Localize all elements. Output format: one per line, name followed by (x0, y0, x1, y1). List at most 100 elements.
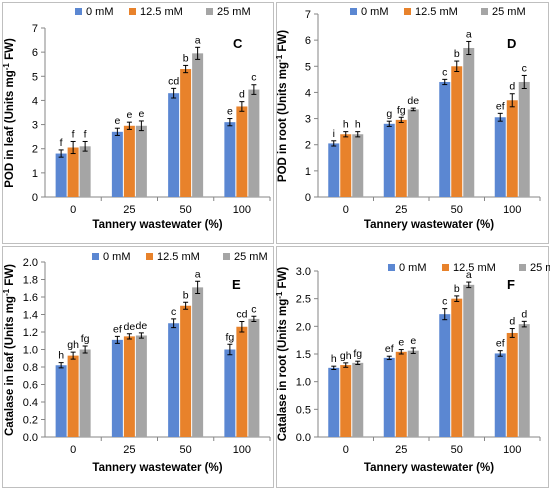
panel-e-significance-letter: cd (236, 309, 247, 321)
panel-e: 0.00.20.40.60.81.01.21.41.61.82.00hghfg2… (2, 246, 274, 488)
panel-f-significance-letter: ef (385, 343, 394, 355)
panel-f-y-tick-label: 1.5 (296, 349, 311, 361)
panel-f-legend-label: 12.5 mM (453, 262, 496, 274)
panel-d-error-bar (355, 131, 361, 138)
panel-c-bar (67, 147, 79, 197)
panel-e-y-tick-label: 1.6 (23, 292, 38, 304)
panel-f-bar (506, 332, 518, 437)
panel-e-legend-swatch (223, 253, 230, 260)
panel-f-significance-letter: e (398, 337, 404, 349)
panel-d-significance-letter: de (407, 95, 419, 107)
panel-e-legend-label: 0 mM (103, 251, 131, 263)
panel-f-error-bar (355, 360, 361, 366)
panel-e-bar (67, 355, 79, 437)
panel-e-legend: 0 mM 12.5 mM 25 mM (92, 251, 268, 263)
panel-c-legend-swatch (129, 8, 136, 15)
panel-d-x-tick-label: 50 (451, 204, 463, 216)
panel-f-error-bar (497, 350, 503, 357)
panel-f-x-tick-label: 25 (395, 444, 407, 456)
panel-c-y-tick-label: 1 (32, 168, 38, 180)
panel-e-y-tick-label: 0.4 (23, 397, 38, 409)
panel-c-bar (135, 125, 147, 197)
panel-f-y-tick-label: 0.5 (296, 404, 311, 416)
panel-f-significance-letter: e (410, 335, 416, 347)
panel-f-x-tick-label: 50 (451, 444, 463, 456)
panel-c-significance-letter: c (251, 72, 256, 84)
panel-d-significance-letter: fg (397, 104, 406, 116)
panel-f-bar (383, 357, 395, 437)
panel-c-y-tick-label: 2 (32, 144, 38, 156)
panel-f-legend-label: 0 mM (399, 262, 427, 274)
panel-d-significance-letter: g (386, 108, 392, 120)
panel-c-bar (224, 122, 236, 197)
panel-c-bar (180, 69, 192, 197)
panel-f-bar (451, 298, 463, 437)
panel-d-legend-swatch (350, 8, 357, 15)
panel-d-y-axis-title: POD in root (Units mg-1 FW) (275, 30, 289, 182)
panel-d-y-tick-label: 3 (305, 114, 311, 126)
panel-e-y-tick-label: 1.0 (23, 345, 38, 357)
panel-f-x-tick-label: 0 (343, 444, 349, 456)
panel-d-bar (340, 134, 352, 197)
panel-c-panel-label: C (233, 36, 243, 51)
panel-c-bar (123, 125, 135, 197)
panel-e-significance-letter: h (58, 350, 64, 362)
panel-f-bar (340, 365, 352, 437)
panel-e-bar (111, 339, 123, 437)
panel-e-bar (236, 326, 248, 437)
panel-f-error-bar (343, 362, 349, 368)
panel-e-x-tick-label: 50 (180, 444, 192, 456)
panel-c-y-tick-label: 3 (32, 120, 38, 132)
panel-e-significance-letter: ef (113, 323, 122, 335)
panel-e-significance-letter: b (183, 289, 189, 301)
panel-d-error-bar (442, 78, 448, 86)
panel-c-error-bar (82, 140, 88, 152)
panel-d-error-bar (386, 120, 392, 127)
panel-d-significance-letter: b (454, 48, 460, 60)
panel-d-legend-label: 25 mM (492, 6, 526, 18)
panel-f-significance-letter: d (521, 308, 527, 320)
panel-d-x-axis-title: Tannery wastewater (%) (364, 219, 494, 231)
panel-c-legend-swatch (206, 8, 213, 15)
panel-c-error-bar (183, 64, 189, 74)
panel-e-y-tick-label: 0.0 (23, 432, 38, 444)
panel-c-y-tick-label: 4 (32, 95, 38, 107)
panel-f-bar (352, 362, 364, 437)
panel-f-legend: 0 mM 12.5 mM 25 mM (388, 262, 550, 274)
panel-d-legend-label: 12.5 mM (415, 6, 458, 18)
panel-d-significance-letter: h (355, 119, 361, 131)
panel-e-error-bar (171, 318, 177, 329)
panel-f-error-bar (442, 308, 448, 321)
panel-f-error-bar (521, 320, 527, 328)
panel-c-y-axis-title: POD in leaf (Units mg-1 FW) (2, 38, 16, 188)
panel-e-error-bar (114, 335, 120, 344)
panel-e-panel-label: E (232, 277, 241, 292)
panel-c-error-bar (70, 140, 76, 155)
panel-c-bar (79, 146, 91, 197)
panel-c-y-tick-label: 0 (32, 192, 38, 204)
panel-c-significance-letter: f (72, 128, 75, 140)
panel-d-x-tick-label: 100 (503, 204, 521, 216)
panel-c-x-axis-title: Tannery wastewater (%) (92, 219, 222, 231)
panel-c-legend-label: 25 mM (217, 6, 251, 18)
panel-c-x-tick-label: 0 (70, 204, 76, 216)
panel-e-error-bar (195, 280, 201, 294)
panel-f-significance-letter: b (454, 283, 460, 295)
panel-e-bar (248, 318, 260, 437)
panel-d-bar (518, 81, 530, 197)
panel-d-bar (352, 134, 364, 197)
panel-e-bar (192, 287, 204, 437)
panel-f-legend-swatch (442, 264, 449, 271)
panel-f-y-tick-label: 3.0 (296, 266, 311, 278)
panel-f-error-bar (398, 349, 404, 355)
panel-e-x-axis-title: Tannery wastewater (%) (92, 462, 222, 474)
panel-d-error-bar (497, 112, 503, 122)
panel-d-error-bar (410, 107, 416, 112)
panel-e-bar (168, 323, 180, 437)
panel-f-error-bar (509, 328, 515, 338)
panel-c-x-tick-label: 100 (233, 204, 251, 216)
panel-c-error-bar (251, 84, 257, 95)
panel-c-y-tick-label: 5 (32, 71, 38, 83)
panel-e-significance-letter: de (124, 321, 136, 333)
panel-c-bar (192, 53, 204, 197)
